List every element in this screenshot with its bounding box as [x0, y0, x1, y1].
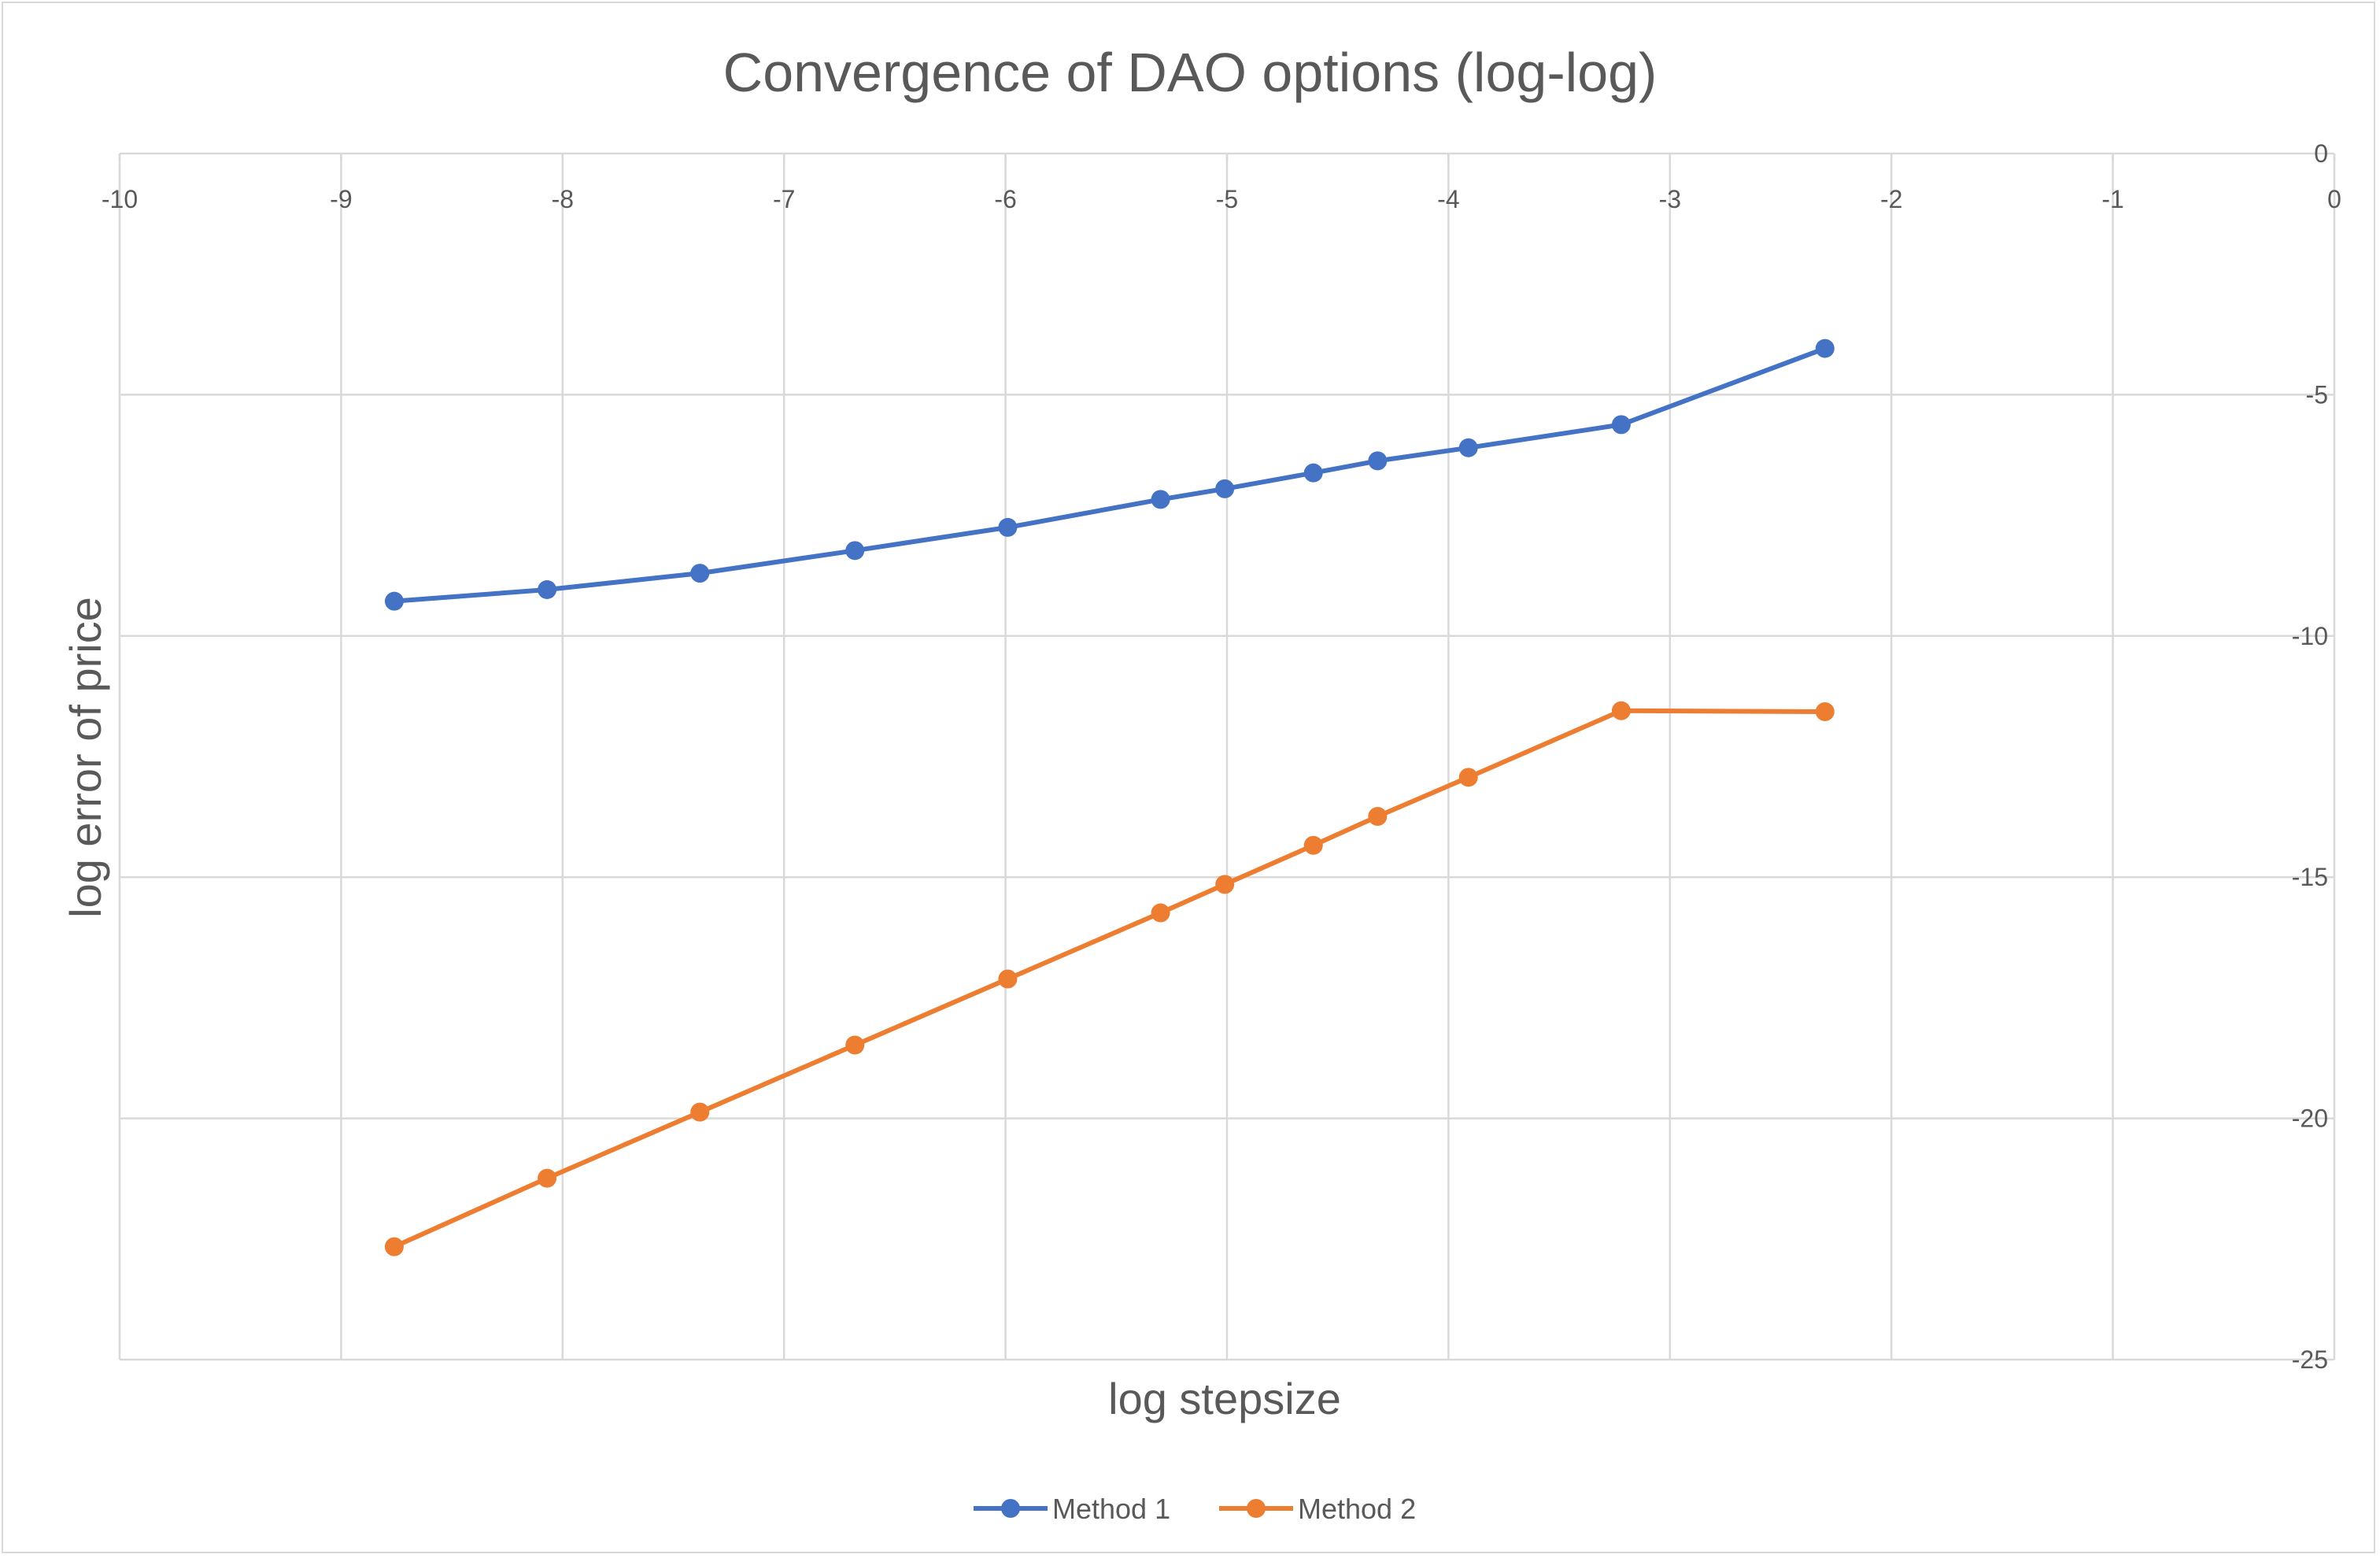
axes [118, 152, 2336, 1361]
x-tick-label: -7 [773, 185, 795, 213]
x-tick-label: -10 [102, 185, 138, 213]
data-point [1303, 835, 1323, 855]
y-axis-title: log error of price [61, 597, 110, 918]
data-point [1458, 768, 1478, 787]
data-point [538, 579, 557, 599]
data-point [845, 541, 865, 561]
x-tick-label: -1 [2101, 185, 2123, 213]
data-point [538, 1168, 557, 1188]
x-tick-label: -2 [1880, 185, 1902, 213]
chart-svg: Convergence of DAO options (log-log) -10… [61, 42, 2341, 1525]
data-point [845, 1035, 865, 1055]
data-point [1215, 875, 1235, 894]
gridlines [120, 154, 2334, 1360]
x-tick-label: -8 [552, 185, 574, 213]
series-2 [384, 701, 1835, 1256]
x-tick-label: -9 [330, 185, 352, 213]
series-line [391, 346, 1828, 604]
x-tick-label: -4 [1437, 185, 1459, 213]
y-tick-label: -25 [2292, 1345, 2328, 1374]
y-tick-labels: 0 -5 -10 -15 -20 -25 [2292, 139, 2328, 1374]
x-tick-label: -3 [1659, 185, 1681, 213]
x-axis-title: log stepsize [1108, 1374, 1341, 1423]
data-point [1611, 701, 1631, 720]
legend-label: Method 2 [1298, 1493, 1416, 1525]
data-point [1368, 806, 1388, 826]
y-tick-label: -5 [2306, 380, 2328, 409]
legend-item: Method 1 [974, 1493, 1170, 1525]
data-point [998, 969, 1018, 989]
series-plot [384, 339, 1835, 1256]
data-point [1303, 463, 1323, 483]
data-point [1215, 479, 1235, 498]
y-tick-label: -15 [2292, 863, 2328, 891]
legend: Method 1 Method 2 [974, 1493, 1416, 1525]
legend-item: Method 2 [1219, 1493, 1416, 1525]
series-line [391, 708, 1828, 1249]
x-tick-label: 0 [2327, 185, 2341, 213]
data-point [1368, 451, 1388, 471]
data-point [1151, 903, 1170, 923]
data-point [1458, 438, 1478, 457]
data-point [384, 591, 404, 611]
series-1 [384, 339, 1835, 611]
x-tick-label: -6 [994, 185, 1016, 213]
data-point [1151, 490, 1170, 509]
legend-marker [1001, 1499, 1020, 1518]
legend-label: Method 1 [1052, 1493, 1170, 1525]
data-point [384, 1237, 404, 1256]
data-point [690, 1102, 710, 1122]
data-point [1815, 339, 1835, 358]
data-point [1815, 702, 1835, 722]
x-tick-labels: -10 -9 -8 -7 -6 -5 -4 -3 -2 -1 0 [102, 185, 2341, 213]
y-tick-label: 0 [2314, 139, 2328, 168]
data-point [998, 517, 1018, 537]
y-tick-label: -20 [2292, 1105, 2328, 1133]
legend-marker [1247, 1499, 1266, 1518]
data-point [690, 564, 710, 583]
chart-title: Convergence of DAO options (log-log) [723, 42, 1658, 103]
data-point [1611, 415, 1631, 435]
x-tick-label: -5 [1216, 185, 1238, 213]
y-tick-label: -10 [2292, 622, 2328, 650]
